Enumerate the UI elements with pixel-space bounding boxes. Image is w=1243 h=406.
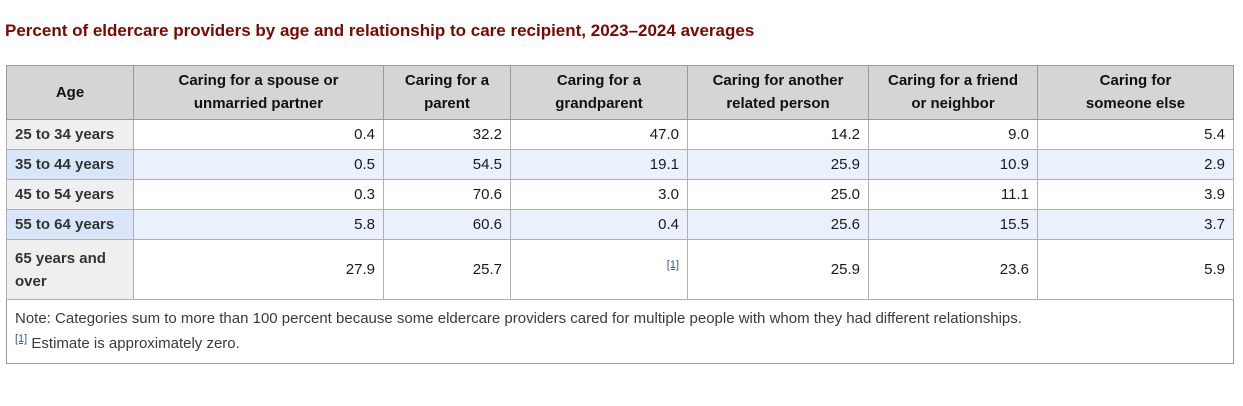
data-cell: 5.8: [133, 209, 384, 241]
footnote-text: Estimate is approximately zero.: [31, 335, 240, 353]
row-label: 45 to 54 years: [6, 179, 134, 211]
row-label: 35 to 44 years: [6, 149, 134, 181]
data-cell: 25.9: [687, 149, 869, 181]
table-row-45-54: 45 to 54 years 0.3 70.6 3.0 25.0 11.1 3.…: [6, 179, 1234, 211]
column-header-label: Caring for a spouse or: [178, 72, 339, 90]
data-cell: 23.6: [868, 239, 1038, 301]
table-note-text: Note: Categories sum to more than 100 pe…: [15, 310, 1022, 328]
row-label: 55 to 64 years: [6, 209, 134, 241]
eldercare-providers-table: Age Caring for a spouse or unmarried par…: [6, 65, 1234, 364]
data-cell: 5.9: [1037, 239, 1234, 301]
column-header-related-person: Caring for another related person: [687, 65, 869, 121]
data-cell: 3.7: [1037, 209, 1234, 241]
data-cell: 27.9: [133, 239, 384, 301]
data-cell: 3.0: [510, 179, 688, 211]
data-cell: 32.2: [383, 119, 511, 151]
column-header-label: or neighbor: [911, 94, 995, 112]
row-label: 25 to 34 years: [6, 119, 134, 151]
data-cell: 19.1: [510, 149, 688, 181]
data-cell: 10.9: [868, 149, 1038, 181]
table-row-25-34: 25 to 34 years 0.4 32.2 47.0 14.2 9.0 5.…: [6, 119, 1234, 151]
page-title: Percent of eldercare providers by age an…: [5, 21, 755, 40]
column-header-label: unmarried partner: [193, 94, 324, 112]
data-cell: 25.0: [687, 179, 869, 211]
column-header-label: someone else: [1085, 94, 1186, 112]
data-cell: 14.2: [687, 119, 869, 151]
data-cell: 47.0: [510, 119, 688, 151]
table-footnote-line: [1] Estimate is approximately zero.: [15, 332, 1223, 357]
data-cell: 25.6: [687, 209, 869, 241]
data-cell: 0.4: [133, 119, 384, 151]
data-cell: 70.6: [383, 179, 511, 211]
column-header-spouse: Caring for a spouse or unmarried partner: [133, 65, 384, 121]
column-header-label: Caring for: [1099, 72, 1172, 90]
header-row: Age Caring for a spouse or unmarried par…: [6, 65, 1234, 121]
data-cell: 15.5: [868, 209, 1038, 241]
note-row: Note: Categories sum to more than 100 pe…: [6, 299, 1234, 364]
data-cell: 0.3: [133, 179, 384, 211]
data-cell: 11.1: [868, 179, 1038, 211]
data-cell: 0.5: [133, 149, 384, 181]
table-row-35-44: 35 to 44 years 0.5 54.5 19.1 25.9 10.9 2…: [6, 149, 1234, 181]
column-header-label: Caring for another: [712, 72, 844, 90]
footnote-1-link[interactable]: [1]: [666, 259, 679, 272]
column-header-grandparent: Caring for a grandparent: [510, 65, 688, 121]
table-notes: Note: Categories sum to more than 100 pe…: [6, 299, 1234, 364]
data-cell: 5.4: [1037, 119, 1234, 151]
data-cell: 9.0: [868, 119, 1038, 151]
column-header-label: related person: [726, 94, 830, 112]
data-cell: 54.5: [383, 149, 511, 181]
row-label: 65 years and over: [6, 239, 134, 301]
data-cell: 0.4: [510, 209, 688, 241]
data-cell: [1]: [510, 239, 688, 301]
column-header-label: Age: [55, 83, 85, 101]
table-row-65-over: 65 years and over 27.9 25.7 [1] 25.9 23.…: [6, 239, 1234, 301]
footnote-1-anchor[interactable]: [1]: [15, 333, 28, 346]
data-cell: 2.9: [1037, 149, 1234, 181]
column-header-label: Caring for a: [404, 72, 490, 90]
column-header-friend-neighbor: Caring for a friend or neighbor: [868, 65, 1038, 121]
column-header-age: Age: [6, 65, 134, 121]
data-cell: 60.6: [383, 209, 511, 241]
column-header-label: grandparent: [555, 94, 643, 112]
column-header-label: Caring for a: [556, 72, 642, 90]
data-cell: 25.7: [383, 239, 511, 301]
column-header-label: parent: [424, 94, 470, 112]
column-header-parent: Caring for a parent: [383, 65, 511, 121]
data-cell: 25.9: [687, 239, 869, 301]
table-row-55-64: 55 to 64 years 5.8 60.6 0.4 25.6 15.5 3.…: [6, 209, 1234, 241]
column-header-someone-else: Caring for someone else: [1037, 65, 1234, 121]
column-header-label: Caring for a friend: [887, 72, 1018, 90]
data-cell: 3.9: [1037, 179, 1234, 211]
